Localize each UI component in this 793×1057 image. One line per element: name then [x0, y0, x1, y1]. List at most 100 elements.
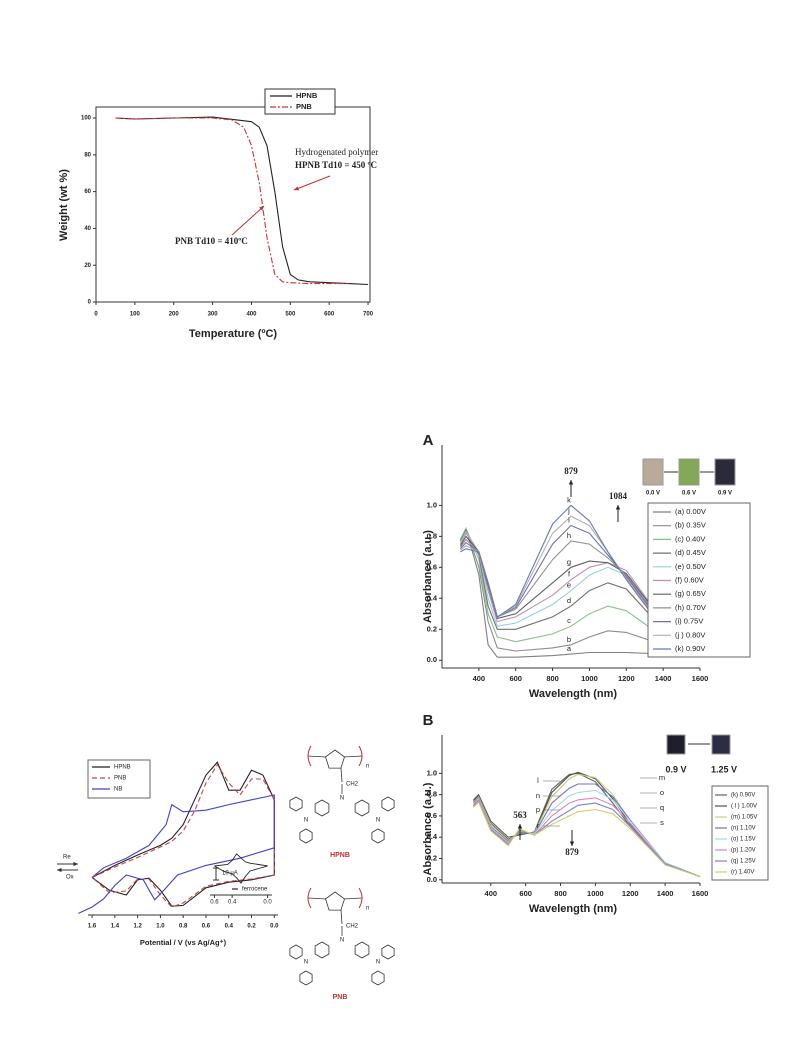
series-line [115, 117, 349, 285]
legend-label: (g) 0.65V [675, 589, 706, 598]
ring [299, 828, 313, 844]
x-axis-label: Wavelength (nm) [529, 688, 618, 700]
series-line [91, 763, 275, 908]
legend-label: (q) 1.25V [731, 859, 756, 865]
x-tick-label: 1200 [622, 889, 639, 898]
ring [381, 944, 395, 960]
x-tick-label: 800 [546, 674, 559, 683]
curve-label: n [536, 791, 540, 800]
y-tick-label: 0.6 [427, 562, 437, 571]
linker-label: CH2 [346, 924, 359, 930]
bracket [307, 745, 312, 767]
repeat-label: n [366, 764, 369, 770]
annotation: Ox [66, 875, 74, 881]
y-tick-label: 0.2 [427, 853, 437, 862]
x-tick-label: 1.0 [156, 924, 165, 930]
bond [343, 755, 363, 758]
legend-label: (r) 1.40V [731, 870, 754, 876]
x-tick-label: 400 [246, 312, 257, 318]
x-tick-label: 1600 [692, 889, 709, 898]
series-line [214, 853, 268, 884]
legend-box [264, 88, 336, 115]
x-tick-label: 0.2 [247, 924, 256, 930]
arrow-head [73, 861, 78, 867]
x-tick-label: 600 [519, 889, 532, 898]
y-tick-label: 0.8 [427, 790, 437, 799]
repeat-label: n [366, 906, 369, 912]
x-tick-label: 0.4 [228, 900, 237, 906]
legend-label: (p) 1.20V [731, 848, 756, 854]
annotation: PNB Td10 = 410ºC [175, 236, 248, 246]
photo [642, 458, 664, 486]
x-tick-label: 400 [473, 674, 486, 683]
compound-label: PNB [333, 994, 348, 1001]
bond [340, 767, 343, 783]
legend-label: NB [114, 787, 122, 793]
plot-frame [95, 106, 371, 303]
y-tick-label: 0.2 [427, 624, 437, 633]
arrow-head [517, 824, 523, 829]
arrow-head [294, 186, 299, 191]
legend-label: (f) 0.60V [675, 575, 704, 584]
annotation: 563 [513, 810, 527, 820]
x-tick-label: 0.8 [179, 924, 188, 930]
arrow-head [57, 867, 62, 873]
legend-label: HPNB [114, 765, 131, 771]
atom-label: N [376, 818, 380, 824]
x-tick-label: 1400 [657, 889, 674, 898]
ring [354, 799, 370, 817]
series-line [473, 797, 701, 878]
bracket [307, 887, 312, 909]
legend-label: (m) 1.05V [731, 815, 757, 821]
series-line [473, 800, 701, 878]
series-line [78, 794, 275, 914]
legend-label: (k) 0.90V [731, 793, 755, 799]
series-line [473, 789, 701, 878]
arrow-head [569, 841, 575, 846]
arrow-head [568, 480, 574, 485]
ring [325, 749, 345, 769]
atom-label: N [304, 960, 308, 966]
ring [314, 941, 330, 959]
y-tick-label: 1.0 [427, 500, 437, 509]
annotation: HPNB Td10 = 450 ºC [295, 160, 377, 170]
curve-label: h [567, 531, 571, 540]
x-tick-label: 1000 [581, 674, 598, 683]
legend-label: PNB [296, 102, 312, 111]
ring [371, 828, 385, 844]
y-tick-label: 0.0 [427, 875, 437, 884]
x-tick-label: 800 [554, 889, 567, 898]
linker-label: CH2 [346, 782, 359, 788]
legend-label: (j ) 0.80V [675, 630, 705, 639]
x-axis-label: Temperature (ºC) [189, 328, 277, 340]
x-tick-label: 1200 [618, 674, 635, 683]
y-tick-label: 0.6 [427, 811, 437, 820]
legend-label: (k) 0.90V [675, 644, 705, 653]
series-line [473, 801, 701, 878]
curve-label: b [567, 635, 571, 644]
x-tick-label: 1400 [655, 674, 672, 683]
legend-label: (c) 0.40V [675, 534, 705, 543]
y-tick-label: 0.4 [427, 593, 438, 602]
x-tick-label: 1600 [692, 674, 709, 683]
curve-label: s [660, 818, 664, 827]
curve-label: a [567, 644, 572, 653]
y-axis-label: Absorbance (a.u.) [422, 782, 434, 875]
legend-box [711, 785, 769, 881]
x-tick-label: 0.4 [225, 924, 234, 930]
x-tick-label: 1.4 [111, 924, 120, 930]
arrow-shaft [231, 205, 265, 236]
photo-label: 0.9 V [718, 491, 732, 497]
y-tick-label: 100 [81, 116, 92, 122]
y-tick-label: 0.8 [427, 531, 437, 540]
curve-label: e [567, 581, 571, 590]
y-tick-label: 40 [84, 226, 91, 232]
photo [678, 458, 700, 486]
y-tick-label: 0 [88, 300, 92, 306]
legend-label: (a) 0.00V [675, 507, 706, 516]
legend-label: PNB [114, 776, 126, 782]
curve-label: f [568, 570, 571, 579]
arrow-head [615, 505, 621, 510]
ring [299, 970, 313, 986]
